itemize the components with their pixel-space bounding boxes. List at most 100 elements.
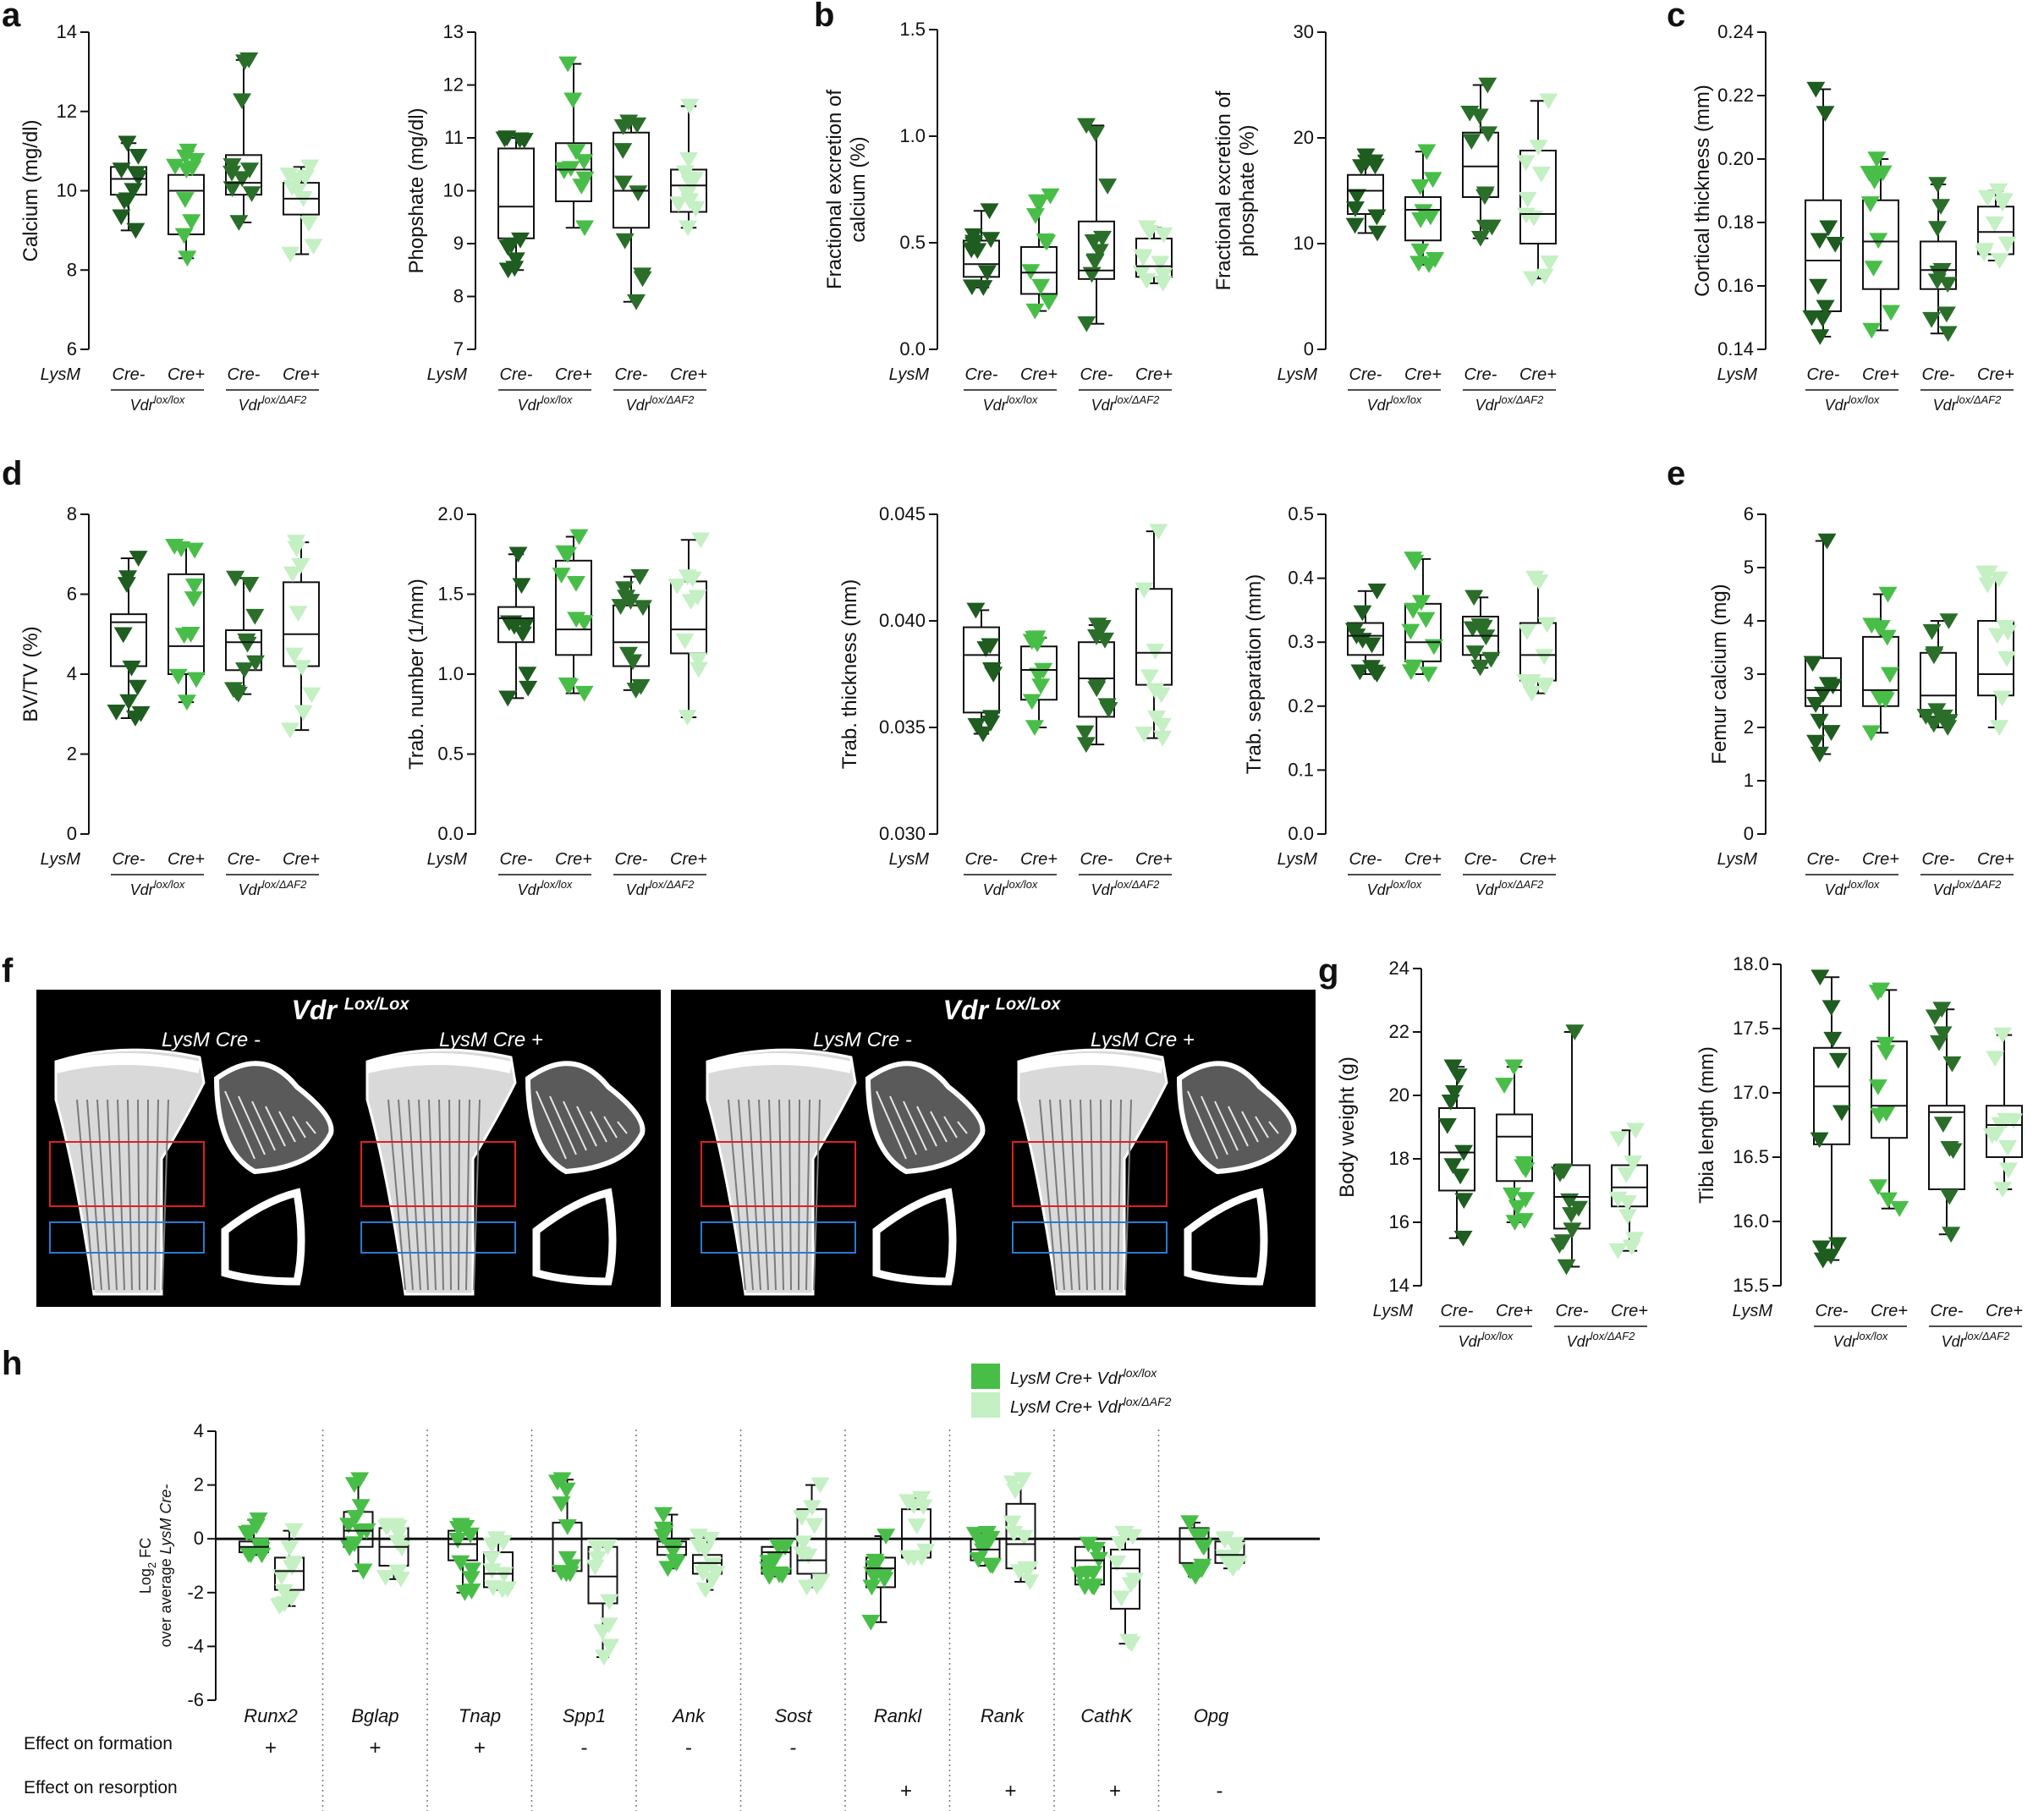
data-point bbox=[1146, 711, 1166, 727]
resorption-effect: + bbox=[1109, 1780, 1121, 1803]
y-tick-label: 2 bbox=[1744, 716, 1754, 738]
cre-label: Cre+ bbox=[1862, 850, 1899, 869]
data-point bbox=[172, 541, 191, 557]
data-point bbox=[1029, 667, 1048, 684]
axis-ylabel-line1: Log2 FC bbox=[137, 1538, 158, 1594]
cre-label: Cre- bbox=[1922, 365, 1955, 384]
data-point bbox=[624, 654, 643, 671]
data-point bbox=[493, 1534, 513, 1551]
data-point bbox=[668, 579, 687, 595]
trabecular-strut bbox=[617, 1121, 628, 1134]
trabecular-strut bbox=[549, 1095, 577, 1155]
gene-label: Rankl bbox=[874, 1705, 922, 1726]
formation-effect: - bbox=[790, 1737, 797, 1759]
trabecular-cross-section bbox=[1176, 1061, 1297, 1175]
trabecular-strut bbox=[603, 1116, 618, 1139]
data-point bbox=[1516, 674, 1536, 690]
growth-plate bbox=[54, 1053, 201, 1073]
data-point bbox=[1014, 1529, 1034, 1546]
trabecular-cross-section bbox=[865, 1061, 986, 1175]
data-point bbox=[512, 578, 531, 595]
data-point bbox=[1861, 725, 1881, 742]
data-point bbox=[1085, 126, 1105, 142]
chart-d2: 0.0 0.5 1.0 1.5 2.0 Trab. number (1/mm) LysM Cr… bbox=[405, 503, 711, 898]
box-iqr bbox=[1020, 246, 1058, 295]
trabecular-strut bbox=[224, 1090, 256, 1160]
data-point bbox=[695, 1582, 715, 1599]
data-point bbox=[1940, 1188, 1959, 1205]
image-title-left-base: Vdr bbox=[291, 995, 337, 1025]
data-point bbox=[802, 1500, 821, 1517]
data-point bbox=[679, 220, 698, 237]
data-point bbox=[1816, 299, 1835, 316]
data-point bbox=[351, 1524, 371, 1540]
lysm-label: LysM bbox=[1733, 1302, 1773, 1320]
data-point bbox=[1504, 1059, 1524, 1076]
data-point bbox=[376, 1570, 395, 1586]
cre-label: Cre- bbox=[500, 365, 533, 384]
data-point bbox=[1867, 151, 1887, 167]
cre-label: Cre- bbox=[228, 850, 261, 869]
data-point bbox=[1479, 126, 1498, 143]
axis-ylabel: Cortical thickness (mm) bbox=[1691, 85, 1714, 297]
panel-label-g: g bbox=[1318, 952, 1339, 990]
box-iqr bbox=[555, 559, 592, 656]
data-point bbox=[129, 149, 148, 165]
y-tick-label: 10 bbox=[57, 180, 77, 201]
lysm-label: LysM bbox=[427, 365, 468, 384]
box-iqr bbox=[1496, 1113, 1533, 1183]
data-point bbox=[178, 250, 197, 267]
data-point bbox=[1347, 189, 1366, 206]
data-point bbox=[513, 626, 532, 643]
data-point bbox=[862, 1579, 882, 1596]
chart-b1: 0.0 0.5 1.0 1.5 Fractional excretion of calci… bbox=[823, 19, 1173, 414]
data-point bbox=[1146, 644, 1165, 660]
data-point bbox=[794, 1535, 813, 1552]
data-point bbox=[304, 239, 323, 255]
data-point bbox=[168, 668, 188, 685]
data-point bbox=[689, 652, 708, 669]
y-tick-label: 0.22 bbox=[1717, 85, 1754, 106]
image-title-right-base: Vdr bbox=[942, 995, 988, 1025]
trabecula bbox=[748, 1099, 761, 1291]
trabecula bbox=[1069, 1099, 1080, 1291]
data-point bbox=[1025, 303, 1045, 320]
data-point bbox=[1882, 305, 1901, 321]
data-point bbox=[1860, 196, 1880, 212]
y-tick-label: 0.040 bbox=[879, 610, 926, 631]
data-point bbox=[770, 1567, 789, 1583]
cre-label: Cre- bbox=[1922, 850, 1955, 869]
data-point bbox=[451, 1555, 470, 1572]
panel-label-b: b bbox=[814, 0, 835, 34]
panel-label-a: a bbox=[2, 0, 21, 34]
data-point bbox=[1362, 660, 1382, 676]
data-point bbox=[299, 216, 319, 232]
trabecular-strut bbox=[876, 1090, 907, 1160]
data-point bbox=[1193, 1538, 1212, 1555]
box-iqr bbox=[1862, 635, 1899, 707]
cre-label: Cre+ bbox=[168, 365, 205, 384]
data-point bbox=[1875, 689, 1894, 706]
data-point bbox=[980, 203, 999, 220]
resorption-effect: + bbox=[900, 1780, 912, 1803]
trabecula bbox=[788, 1099, 792, 1291]
data-point bbox=[759, 1561, 778, 1578]
data-point bbox=[1437, 1117, 1457, 1134]
axis-ylabel: Trab. number (1/mm) bbox=[405, 579, 428, 770]
microct-drawings bbox=[49, 990, 1297, 1307]
trabecular-cross-section bbox=[213, 1061, 334, 1175]
data-point bbox=[1938, 326, 1958, 343]
y-tick-label: 0.16 bbox=[1717, 275, 1754, 296]
legend-swatch bbox=[971, 1392, 1000, 1418]
data-point bbox=[1522, 271, 1541, 288]
data-point bbox=[484, 1580, 503, 1596]
data-point bbox=[1540, 255, 1559, 272]
cre-label: Cre+ bbox=[1020, 365, 1058, 384]
data-point bbox=[284, 647, 304, 664]
data-point bbox=[1876, 1036, 1895, 1053]
growth-plate bbox=[1017, 1053, 1164, 1073]
data-point bbox=[1181, 1563, 1201, 1580]
y-tick-label: 0.5 bbox=[899, 232, 926, 253]
data-point bbox=[463, 1562, 482, 1578]
